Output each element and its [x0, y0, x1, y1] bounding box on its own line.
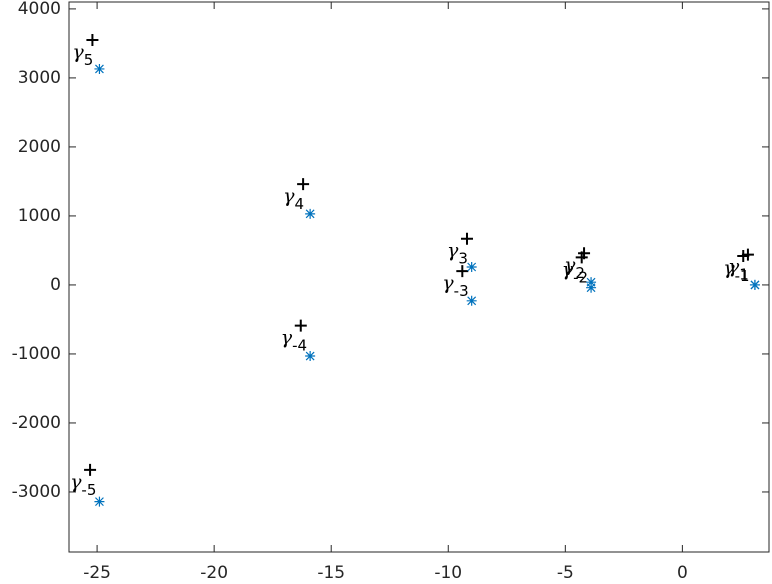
y-tick-label: 4000 — [18, 0, 61, 19]
point-label: γ-2 — [562, 258, 588, 286]
point-label: γ5 — [72, 41, 93, 69]
y-tick-label: 2000 — [18, 137, 61, 157]
y-tick-label: 0 — [50, 275, 61, 295]
point-label: γ4 — [283, 185, 304, 213]
label-symbol: γ — [72, 41, 84, 63]
label-symbol: γ — [562, 258, 574, 280]
point — [466, 295, 477, 306]
point — [586, 282, 597, 293]
x-tick-label: -5 — [557, 563, 574, 583]
point — [575, 251, 588, 264]
point — [456, 265, 469, 278]
x-tick-label: 0 — [677, 563, 688, 583]
label-subscript: 3 — [458, 249, 468, 267]
label-subscript: -4 — [292, 336, 307, 354]
label-symbol: γ — [281, 327, 293, 349]
point — [94, 63, 105, 74]
label-symbol: γ — [447, 240, 459, 262]
label-subscript: 2 — [575, 264, 585, 282]
point — [586, 277, 597, 288]
label-subscript: 5 — [84, 50, 94, 68]
label-symbol: γ — [564, 254, 576, 276]
label-subscript: -1 — [735, 266, 750, 284]
label-symbol: γ — [70, 471, 82, 493]
x-tick-label: -10 — [434, 563, 462, 583]
label-subscript: 1 — [739, 265, 749, 283]
label-symbol: γ — [283, 185, 295, 207]
point-label: γ1 — [728, 256, 749, 284]
point — [94, 496, 105, 507]
label-subscript: -5 — [81, 480, 96, 498]
x-tick-label: -25 — [83, 563, 111, 583]
x-tick-label: -20 — [200, 563, 228, 583]
point-label: γ2 — [564, 254, 585, 282]
point — [460, 232, 473, 245]
y-tick-label: -2000 — [12, 413, 61, 433]
point — [466, 261, 477, 272]
point — [297, 178, 310, 191]
label-symbol: γ — [442, 272, 454, 294]
label-subscript: -3 — [454, 282, 469, 300]
label-symbol: γ — [723, 257, 735, 279]
point — [84, 463, 97, 476]
point-label: γ-1 — [723, 257, 749, 285]
y-tick-label: -3000 — [12, 482, 61, 502]
point-label: γ-5 — [70, 471, 96, 499]
point — [294, 319, 307, 332]
point — [749, 279, 760, 290]
point — [305, 208, 316, 219]
point — [86, 33, 99, 46]
label-subscript: -2 — [573, 268, 588, 286]
label-subscript: 4 — [294, 195, 304, 213]
point — [305, 351, 316, 362]
label-symbol: γ — [728, 256, 740, 278]
point-label: γ-4 — [281, 327, 307, 355]
point-label: γ-3 — [442, 272, 468, 300]
plot-area — [68, 1, 770, 553]
x-tick-label: -15 — [317, 563, 345, 583]
y-tick-label: 3000 — [18, 68, 61, 88]
point-label: γ3 — [447, 240, 468, 268]
y-tick-label: -1000 — [12, 344, 61, 364]
point — [737, 249, 750, 262]
y-tick-label: 1000 — [18, 206, 61, 226]
